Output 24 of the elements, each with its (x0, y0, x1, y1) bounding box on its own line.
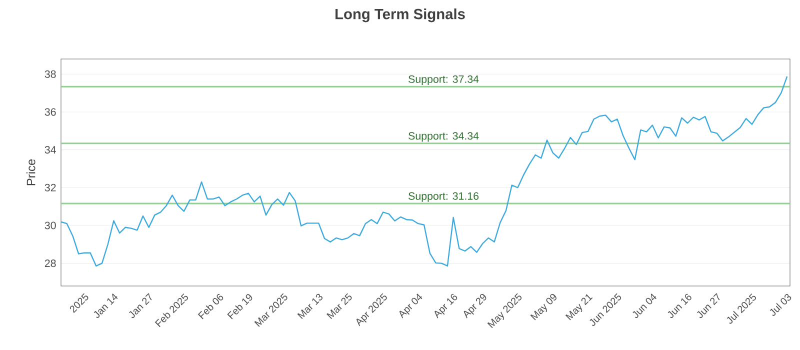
ref-line-label: Support: 31.16 (408, 192, 479, 202)
x-tick-label: Jun 27 (697, 293, 720, 318)
x-tick-label: Feb 19 (227, 294, 252, 320)
y-tick-label: 30 (44, 222, 56, 230)
y-tick-label: 32 (44, 184, 56, 192)
y-tick-label: 36 (44, 108, 56, 116)
x-tick-label: Jul 03 (770, 294, 792, 316)
ref-line-label: Support: 34.34 (408, 132, 479, 142)
x-tick-label: Mar 13 (297, 294, 323, 320)
y-tick-label: 34 (44, 146, 56, 154)
x-tick-label: Apr 16 (434, 294, 458, 318)
ref-line-label: Support: 37.34 (408, 75, 479, 86)
x-tick-label: Apr 29 (464, 294, 486, 318)
x-tick-label: Jan 27 (129, 293, 152, 318)
x-tick-label: Jun 04 (632, 294, 656, 318)
chart-title: Long Term Signals (336, 8, 465, 22)
x-tick-label: Jun 16 (668, 294, 692, 318)
y-tick-label: 38 (44, 70, 56, 78)
y-axis-title: Price (26, 159, 36, 186)
x-tick-label: Jan 14 (94, 294, 118, 318)
y-tick-label: 28 (44, 260, 56, 268)
x-tick-label: Apr 04 (399, 294, 422, 318)
x-tick-label: Feb 06 (198, 294, 224, 320)
x-tick-label: Mar 25 (326, 293, 352, 320)
